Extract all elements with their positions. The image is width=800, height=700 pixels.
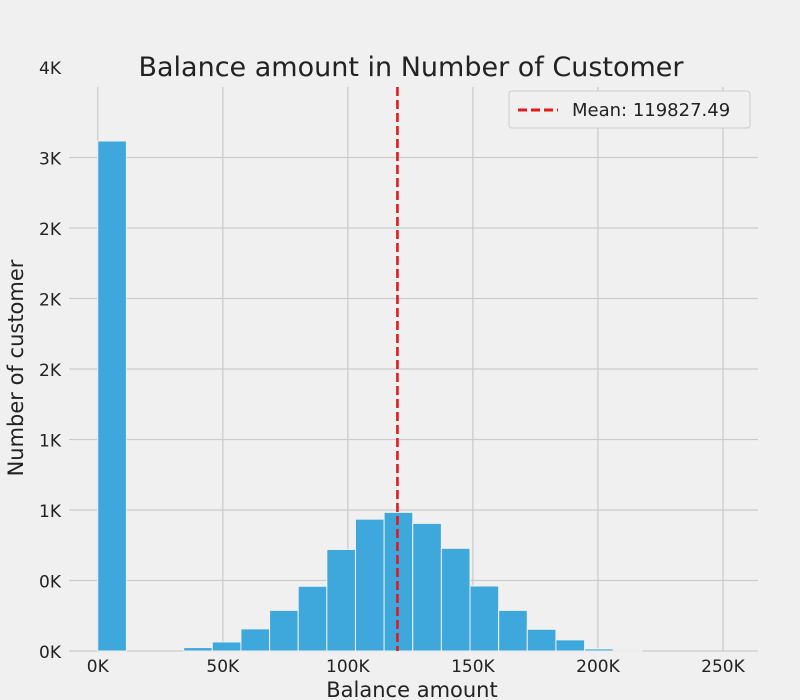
histogram-bar [240, 628, 271, 652]
y-tick-label: 1K [39, 502, 62, 522]
y-tick-label: 1K [39, 432, 62, 452]
histogram-bar [440, 547, 471, 652]
x-tick-label: 150K [451, 657, 495, 677]
histogram-bar [183, 647, 213, 652]
y-tick-label: 0K [39, 573, 62, 593]
legend: Mean: 119827.49 [508, 90, 751, 129]
histogram-bar [498, 609, 528, 652]
y-tick-label: 4K [39, 59, 62, 79]
histogram-bar [526, 628, 557, 652]
y-tick-label: 0K [39, 643, 62, 663]
y-tick-label: 3K [39, 150, 62, 170]
y-tick-label: 2K [39, 220, 62, 240]
x-tick-label: 100K [326, 657, 370, 677]
histogram-bar [354, 518, 385, 652]
x-tick-label: 200K [576, 657, 620, 677]
legend-box [508, 90, 751, 129]
histogram-bar [97, 140, 127, 652]
x-tick-labels: 0K 50K 100K 150K 200K 250K [87, 657, 746, 677]
histogram-bar [297, 585, 328, 652]
histogram-bar [584, 648, 614, 652]
legend-mean-label: Mean: 119827.49 [572, 100, 730, 121]
histogram-bar [555, 639, 586, 652]
histogram-bars [97, 140, 643, 652]
x-tick-label: 0K [87, 657, 110, 677]
histogram-bar [269, 609, 299, 652]
chart-title: Balance amount in Number of Customer [138, 52, 684, 83]
y-axis-label: Number of customer [4, 259, 28, 476]
histogram-bar [326, 548, 356, 652]
x-tick-label: 50K [206, 657, 240, 677]
histogram-bar [211, 641, 242, 652]
y-tick-labels: 0K 0K 1K 1K 2K 2K 2K 3K 4K [39, 59, 62, 663]
x-tick-label: 250K [701, 657, 745, 677]
histogram-bar [412, 522, 442, 652]
x-axis-label: Balance amount [326, 678, 497, 700]
y-tick-label: 2K [39, 291, 62, 311]
histogram-bar [469, 585, 500, 652]
y-tick-label: 2K [39, 361, 62, 381]
